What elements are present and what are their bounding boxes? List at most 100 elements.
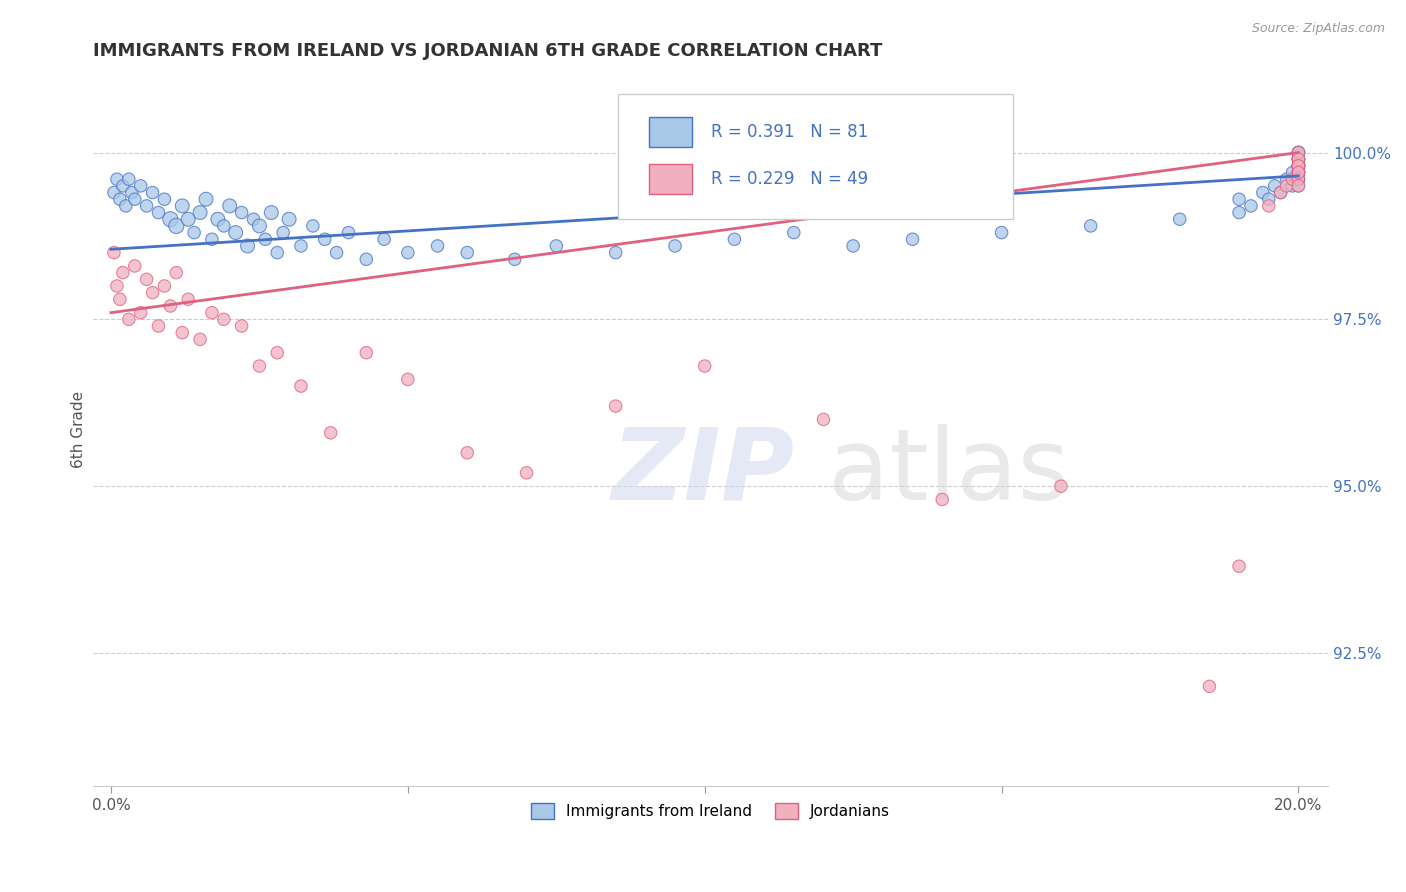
Point bbox=[1288, 172, 1310, 186]
Point bbox=[337, 226, 360, 240]
Point bbox=[1288, 145, 1310, 160]
Legend: Immigrants from Ireland, Jordanians: Immigrants from Ireland, Jordanians bbox=[524, 797, 897, 825]
Point bbox=[105, 172, 128, 186]
Point bbox=[111, 266, 134, 280]
Point bbox=[108, 293, 131, 307]
Point bbox=[153, 192, 176, 206]
Point bbox=[153, 279, 176, 293]
Point bbox=[135, 199, 157, 213]
Point bbox=[1227, 559, 1250, 574]
Point bbox=[1288, 152, 1310, 166]
Point bbox=[546, 239, 568, 253]
Point bbox=[302, 219, 325, 233]
Point bbox=[373, 232, 395, 246]
Point bbox=[1257, 192, 1279, 206]
Text: R = 0.391   N = 81: R = 0.391 N = 81 bbox=[710, 123, 868, 142]
Point bbox=[1288, 159, 1310, 173]
Point bbox=[242, 212, 264, 227]
Point bbox=[1288, 165, 1310, 179]
Point bbox=[1288, 165, 1310, 179]
Point bbox=[188, 205, 211, 219]
Point bbox=[1288, 178, 1310, 193]
Point bbox=[207, 212, 229, 227]
Point bbox=[212, 219, 235, 233]
Point bbox=[396, 245, 419, 260]
Text: ZIP: ZIP bbox=[612, 424, 794, 521]
Point bbox=[183, 226, 205, 240]
Point bbox=[142, 186, 165, 200]
Point bbox=[260, 205, 283, 219]
Point bbox=[108, 192, 131, 206]
Point bbox=[1270, 186, 1292, 200]
Point bbox=[1288, 159, 1310, 173]
Point bbox=[693, 359, 716, 373]
Point bbox=[290, 379, 312, 393]
Point bbox=[396, 372, 419, 386]
Point bbox=[1288, 178, 1310, 193]
Point bbox=[159, 299, 181, 313]
Point bbox=[103, 245, 125, 260]
Point bbox=[195, 192, 218, 206]
Point bbox=[218, 199, 240, 213]
Point bbox=[249, 219, 271, 233]
Point bbox=[172, 326, 194, 340]
Point bbox=[605, 245, 627, 260]
Point bbox=[723, 232, 745, 246]
Point bbox=[314, 232, 336, 246]
Point bbox=[1227, 192, 1250, 206]
Point bbox=[1270, 186, 1292, 200]
Point bbox=[1281, 172, 1303, 186]
Point bbox=[236, 239, 259, 253]
Text: Source: ZipAtlas.com: Source: ZipAtlas.com bbox=[1251, 22, 1385, 36]
Point bbox=[1080, 219, 1102, 233]
Point bbox=[124, 259, 146, 273]
Point bbox=[1288, 172, 1310, 186]
Point bbox=[231, 205, 253, 219]
Point bbox=[813, 412, 835, 426]
Point bbox=[1288, 159, 1310, 173]
Point bbox=[901, 232, 924, 246]
Point bbox=[1288, 152, 1310, 166]
Point bbox=[177, 212, 200, 227]
Point bbox=[1281, 165, 1303, 179]
Point bbox=[148, 318, 170, 333]
Point bbox=[290, 239, 312, 253]
Point bbox=[319, 425, 342, 440]
Point bbox=[148, 205, 170, 219]
Point bbox=[1288, 159, 1310, 173]
Point bbox=[271, 226, 294, 240]
Point bbox=[1288, 159, 1310, 173]
Point bbox=[1288, 159, 1310, 173]
Point bbox=[188, 332, 211, 346]
Point bbox=[1288, 152, 1310, 166]
Text: IMMIGRANTS FROM IRELAND VS JORDANIAN 6TH GRADE CORRELATION CHART: IMMIGRANTS FROM IRELAND VS JORDANIAN 6TH… bbox=[93, 42, 883, 60]
Point bbox=[115, 199, 138, 213]
Point bbox=[1251, 186, 1274, 200]
FancyBboxPatch shape bbox=[619, 94, 1014, 219]
Point bbox=[165, 266, 187, 280]
Point bbox=[1288, 165, 1310, 179]
Point bbox=[605, 399, 627, 413]
Point bbox=[165, 219, 187, 233]
Point bbox=[1240, 199, 1263, 213]
Point bbox=[1288, 145, 1310, 160]
Point bbox=[990, 226, 1012, 240]
Point bbox=[356, 252, 378, 267]
Point bbox=[278, 212, 301, 227]
Point bbox=[456, 245, 478, 260]
Point bbox=[664, 239, 686, 253]
Point bbox=[356, 345, 378, 359]
Point bbox=[1288, 165, 1310, 179]
Point bbox=[503, 252, 526, 267]
Point bbox=[1227, 205, 1250, 219]
Point bbox=[1288, 165, 1310, 179]
Point bbox=[1288, 145, 1310, 160]
Point bbox=[1288, 152, 1310, 166]
Point bbox=[105, 279, 128, 293]
Bar bbox=[650, 118, 692, 147]
Point bbox=[1050, 479, 1073, 493]
Point bbox=[135, 272, 157, 286]
Point bbox=[201, 232, 224, 246]
Bar bbox=[650, 164, 692, 194]
Point bbox=[121, 186, 143, 200]
